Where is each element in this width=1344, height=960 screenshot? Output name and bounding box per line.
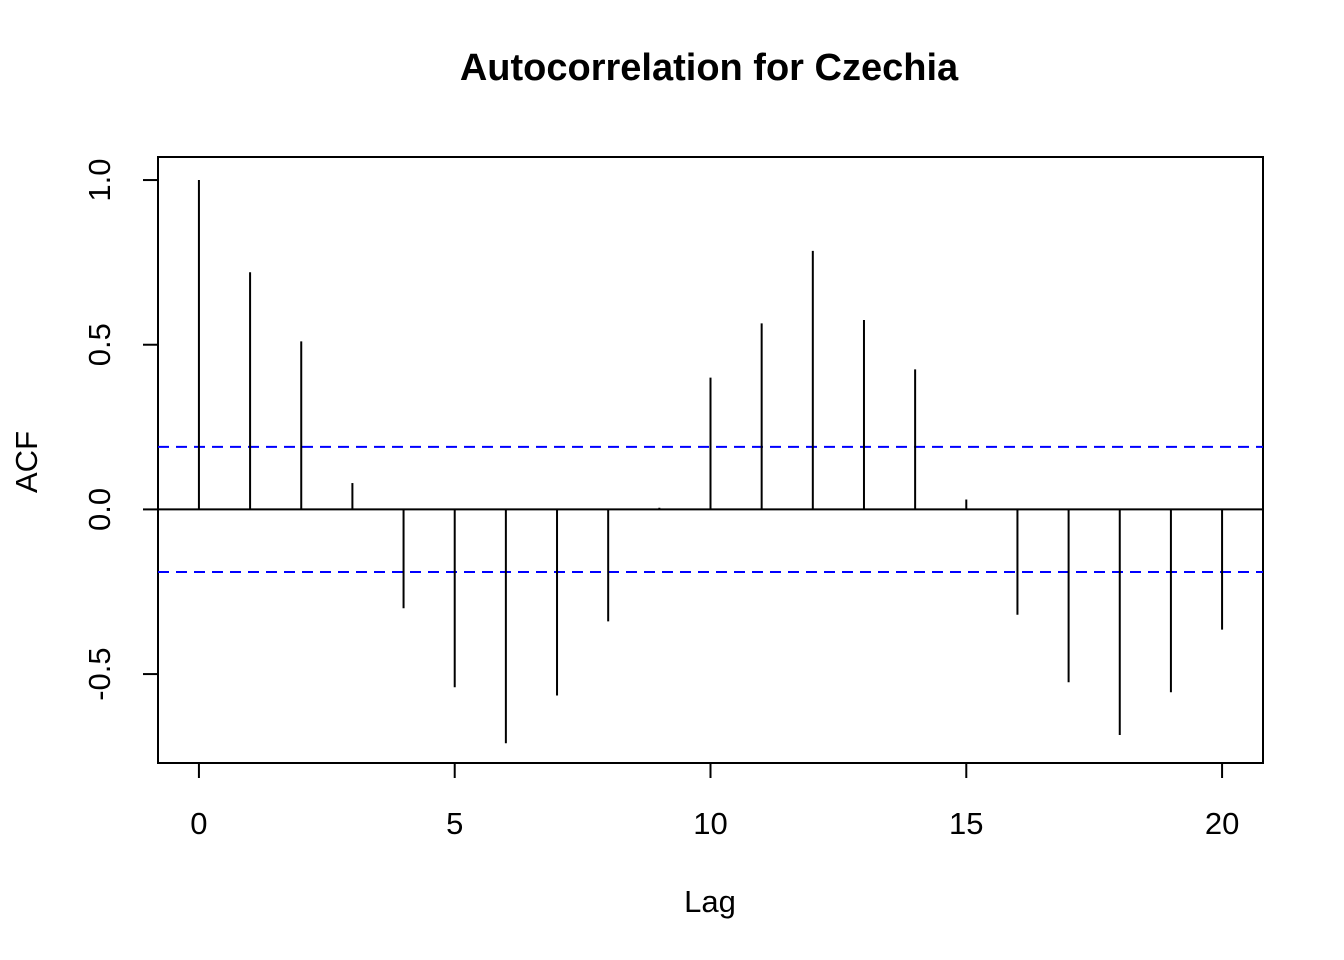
y-tick-label: 0.5 <box>82 323 117 366</box>
x-tick-label: 15 <box>949 806 983 841</box>
x-axis: 0 5 10 15 20 <box>190 763 1239 841</box>
x-tick-label: 5 <box>446 806 463 841</box>
acf-spikes <box>197 180 1224 744</box>
x-axis-label: Lag <box>684 884 736 919</box>
y-tick-label: -0.5 <box>82 647 117 700</box>
x-tick-label: 10 <box>693 806 727 841</box>
x-tick-label: 0 <box>190 806 207 841</box>
x-tick-label: 20 <box>1205 806 1239 841</box>
y-tick-label: 1.0 <box>82 158 117 201</box>
y-axis: -0.5 0.0 0.5 1.0 <box>82 158 158 701</box>
y-tick-label: 0.0 <box>82 488 117 531</box>
y-axis-label: ACF <box>9 431 44 493</box>
chart-title: Autocorrelation for Czechia <box>460 47 959 89</box>
